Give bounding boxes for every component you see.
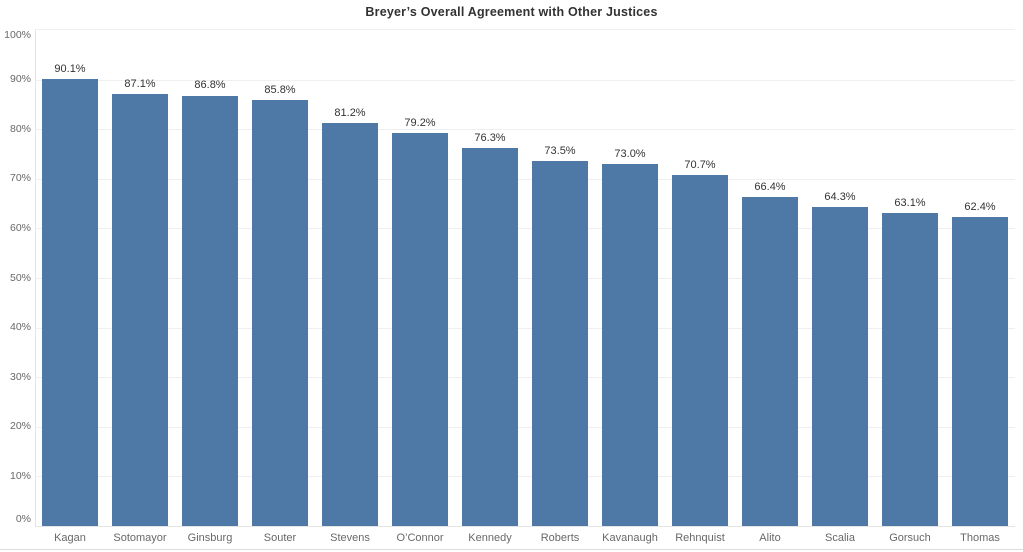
x-tick-label: Sotomayor (113, 532, 167, 544)
bar-band: 76.3% (455, 30, 525, 526)
y-tick-label: 20% (9, 420, 31, 433)
bar-rehnquist[interactable] (672, 175, 728, 526)
bar-kavanaugh[interactable] (602, 163, 658, 526)
bar-value-label: 86.8% (194, 79, 226, 92)
bar-value-label: 73.0% (614, 147, 646, 160)
bar-band: 62.4% (945, 30, 1015, 526)
y-tick-label: 60% (9, 221, 31, 234)
y-tick-label: 100% (4, 29, 31, 41)
bar-band: 81.2% (315, 30, 385, 526)
y-tick-label: 30% (9, 370, 31, 383)
bar-value-label: 76.3% (474, 131, 506, 144)
gridline (35, 29, 1015, 30)
gridline (35, 228, 1015, 230)
bar-value-label: 79.2% (404, 117, 436, 130)
x-tick-label: Souter (263, 532, 297, 544)
bar-value-label: 63.1% (894, 197, 926, 210)
bar-band: 86.8% (175, 30, 245, 526)
bar-thomas[interactable] (952, 216, 1008, 526)
bar-band: 73.5% (525, 30, 595, 526)
bar-value-label: 90.1% (54, 63, 86, 76)
bar-oconnor[interactable] (392, 133, 448, 526)
bar-alito[interactable] (742, 196, 798, 526)
x-tick-label: Thomas (960, 532, 1000, 544)
gridline (35, 377, 1015, 379)
gridline (35, 327, 1015, 329)
gridline (35, 129, 1015, 131)
bar-band: 66.4% (735, 30, 805, 526)
y-tick-label: 50% (9, 271, 31, 284)
gridline (35, 526, 1015, 527)
x-tick-label: Roberts (540, 532, 580, 544)
plot-area: 90.1% 87.1% 86.8% 85.8% 81.2% 79.2% 76.3% 73.5%… (35, 29, 1015, 527)
x-tick-label: Kagan (54, 532, 86, 544)
chart-title: Breyer’s Overall Agreement with Other Ju… (365, 5, 658, 19)
y-tick-label: 40% (9, 321, 31, 334)
gridline (35, 79, 1015, 81)
bar-value-label: 81.2% (334, 107, 366, 120)
bar-roberts[interactable] (532, 161, 588, 526)
x-tick-label: Alito (759, 532, 781, 544)
y-tick-label: 70% (9, 172, 31, 185)
bar-souter[interactable] (252, 100, 308, 526)
x-tick-label: Scalia (825, 532, 855, 544)
x-tick-label: Ginsburg (187, 532, 233, 544)
bar-kagan[interactable] (42, 79, 98, 526)
bar-scalia[interactable] (812, 207, 868, 526)
x-tick-label: Gorsuch (889, 532, 931, 544)
bar-band: 90.1% (35, 30, 105, 526)
gridline (35, 426, 1015, 428)
window-bottom-border (0, 549, 1023, 550)
bar-band: 70.7% (665, 30, 735, 526)
gridline (35, 476, 1015, 478)
x-tick-label: Kavanaugh (602, 532, 658, 544)
bar-value-label: 85.8% (264, 84, 296, 97)
x-tick-label: Kennedy (468, 532, 512, 544)
bar-gorsuch[interactable] (882, 213, 938, 526)
bar-stevens[interactable] (322, 123, 378, 526)
y-tick-label: 90% (9, 73, 31, 86)
bar-value-label: 87.1% (124, 77, 156, 90)
bar-ginsburg[interactable] (182, 95, 238, 526)
y-axis: 0% 10% 20% 30% 40% 50% 60% 70% 80% 90% 100% (0, 29, 31, 526)
bar-band: 79.2% (385, 30, 455, 526)
gridline (35, 278, 1015, 279)
bar-band: 73.0% (595, 30, 665, 526)
y-tick-label: 0% (15, 513, 31, 525)
x-tick-label: O’Connor (396, 532, 444, 544)
bars-container: 90.1% 87.1% 86.8% 85.8% 81.2% 79.2% 76.3% 73.5%… (35, 30, 1015, 526)
y-tick-label: 80% (9, 122, 31, 135)
x-tick-label: Stevens (330, 532, 370, 544)
bar-value-label: 66.4% (754, 180, 786, 193)
y-tick-label: 10% (9, 469, 31, 482)
bar-band: 63.1% (875, 30, 945, 526)
gridline (35, 178, 1015, 180)
bar-band: 87.1% (105, 30, 175, 526)
bar-value-label: 70.7% (684, 159, 716, 172)
bar-band: 64.3% (805, 30, 875, 526)
bar-kennedy[interactable] (462, 147, 518, 526)
x-tick-label: Rehnquist (675, 532, 725, 544)
x-axis: Kagan Sotomayor Ginsburg Souter Stevens O’Con… (35, 527, 1015, 544)
bar-sotomayor[interactable] (112, 94, 168, 526)
bar-value-label: 73.5% (544, 145, 576, 158)
bar-band: 85.8% (245, 30, 315, 526)
bar-value-label: 62.4% (964, 200, 996, 213)
bar-value-label: 64.3% (824, 191, 856, 204)
